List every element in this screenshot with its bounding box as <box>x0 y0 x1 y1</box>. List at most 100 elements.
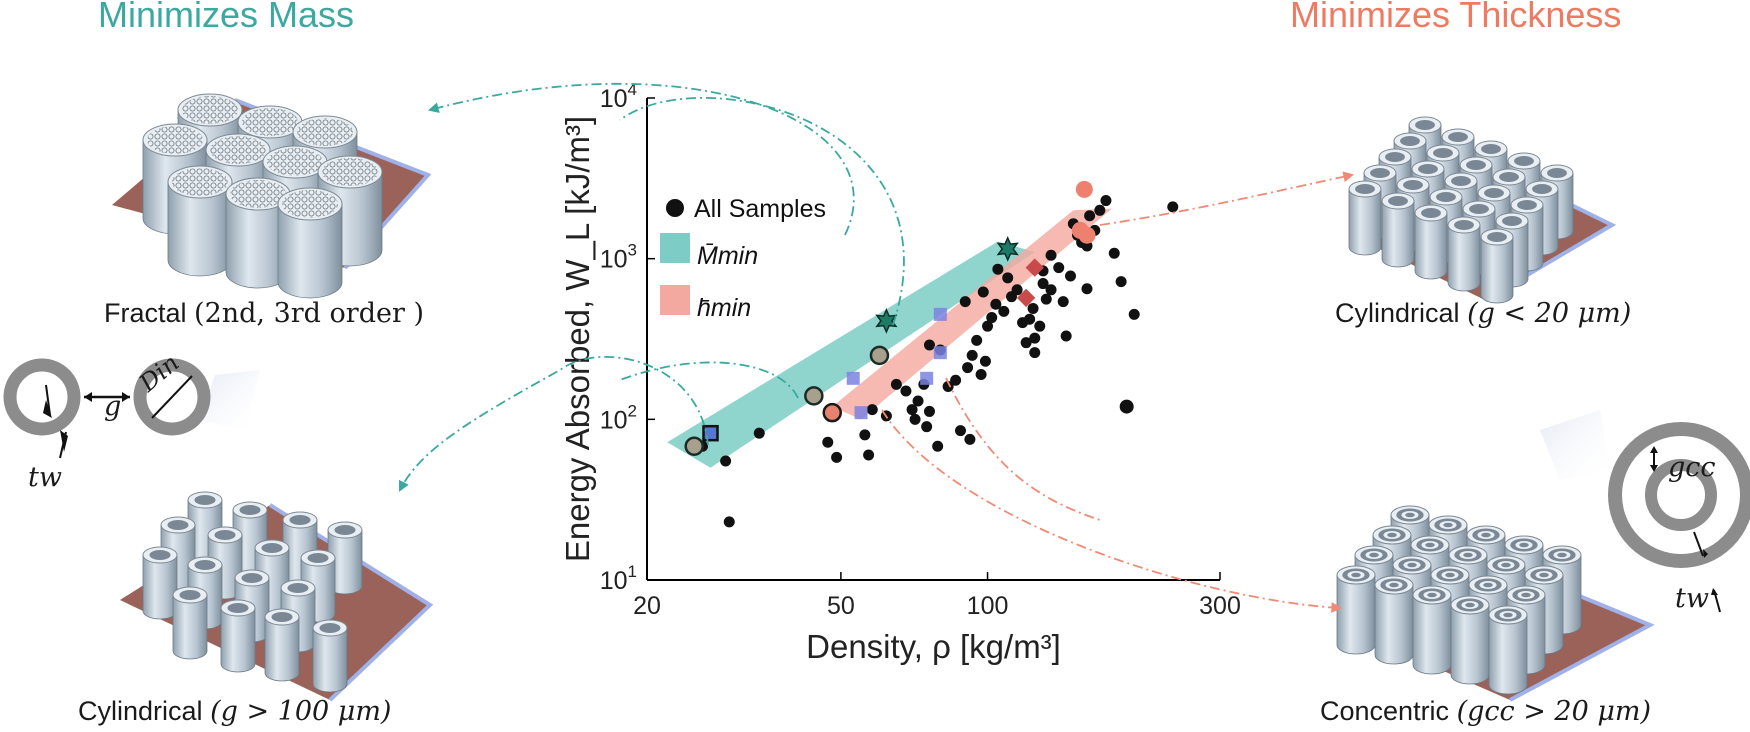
concentric-cylinder <box>1450 604 1490 685</box>
point-thickness-min-square <box>846 371 860 385</box>
inner-hole <box>1387 532 1397 538</box>
inner-hole <box>1369 552 1379 558</box>
dense-hollow-cylinder <box>1414 212 1448 280</box>
cylinder-hole <box>194 495 216 505</box>
point-mass-min-square <box>702 424 719 442</box>
dense-hollow-cylinder <box>1381 200 1415 268</box>
cylindrical-ring-schematic <box>3 358 260 459</box>
cylinder-hole <box>289 515 311 525</box>
point-all-samples <box>962 362 974 374</box>
point-all-samples <box>909 413 921 425</box>
zoom-callout <box>200 370 260 430</box>
inner-hole <box>1465 602 1475 608</box>
cylinder-hole <box>1532 184 1552 194</box>
cylinder-hole <box>1481 144 1501 154</box>
connector-to-concentric <box>881 409 1343 613</box>
cylinder-hole <box>1415 120 1435 130</box>
point-all-samples <box>1060 330 1072 342</box>
point-all-samples <box>912 395 924 407</box>
inner-hole <box>1557 552 1567 558</box>
point-all-samples <box>1037 278 1049 290</box>
point-all-samples <box>1057 296 1069 308</box>
x-axis-label: Density, ρ [kg/m³] <box>806 628 1061 665</box>
inner-hole <box>1483 582 1493 588</box>
point-all-samples <box>1045 284 1057 296</box>
cylinder-hole <box>271 612 293 622</box>
point-all-samples <box>831 451 843 463</box>
cylinder-hole <box>1448 132 1468 142</box>
cylindrical-large-gap-illustration <box>120 491 434 702</box>
caption-concentric-detail: (gcc > 20 μm) <box>1456 696 1652 727</box>
hollow-cylinder <box>172 594 208 660</box>
fractal-cylinder <box>277 203 343 299</box>
connector-fractal-2 <box>619 96 905 326</box>
dense-hollow-cylinder <box>1447 224 1481 292</box>
point-all-samples <box>959 296 971 308</box>
point-all-samples <box>1040 293 1052 305</box>
point-all-samples <box>720 455 732 467</box>
cylinder-hole <box>149 550 171 560</box>
cylinder-hole <box>1403 180 1423 190</box>
concentric-cylinder <box>1488 614 1528 695</box>
heading-minimizes-thickness: Minimizes Thickness <box>1290 0 1622 35</box>
point-all-samples <box>966 349 978 361</box>
label-tw-left: tw <box>28 462 62 493</box>
inner-hole <box>1389 582 1399 588</box>
point-thickness-min-square <box>854 406 868 420</box>
x-tick-label: 300 <box>1199 592 1241 620</box>
inner-hole <box>1501 562 1511 568</box>
point-all-samples <box>1053 262 1065 274</box>
x-tick-label: 20 <box>633 592 661 620</box>
cylinder-hole <box>1400 136 1420 146</box>
cylinder-hole <box>1469 204 1489 214</box>
legend-label-mass-min: M̄min <box>697 242 758 270</box>
cylinder-hole <box>1451 176 1471 186</box>
point-all-samples <box>932 440 944 452</box>
fractal-mesh <box>282 190 338 218</box>
cylinder-hole <box>1433 148 1453 158</box>
point-all-samples <box>1020 337 1032 349</box>
point-all-samples <box>1100 195 1112 207</box>
fractal-mesh <box>322 158 378 186</box>
y-axis-label: Energy Absorbed, W_L [kJ/m³] <box>559 116 596 562</box>
cylinder-hole <box>1436 192 1456 202</box>
concentric-cylinder <box>1336 574 1376 655</box>
cylinder-hole <box>1370 168 1390 178</box>
legend-label-thickness-min: h̄min <box>697 294 751 322</box>
point-all-samples <box>1064 270 1076 282</box>
point-thickness-min-circle <box>1075 180 1093 198</box>
concentric-ring-schematic <box>1540 410 1750 613</box>
point-all-samples <box>866 404 878 416</box>
caption-concentric-label: Concentric <box>1320 696 1450 726</box>
gcc-arrowheads <box>1650 446 1658 472</box>
fractal-mesh <box>182 96 238 124</box>
point-all-samples <box>890 378 902 390</box>
heading-minimizes-mass: Minimizes Mass <box>98 0 355 35</box>
concentric-illustration <box>1336 505 1655 702</box>
y-tick-label: 103 <box>600 241 637 274</box>
point-all-samples <box>942 381 954 393</box>
point-mass-min-circle <box>684 436 704 456</box>
cylinder-hole <box>1547 168 1567 178</box>
cylinder-hole <box>241 573 263 583</box>
point-all-samples <box>1081 283 1093 295</box>
inner-hole <box>1519 542 1529 548</box>
caption-cylindrical-large: Cylindrical (g > 100 μm) <box>78 696 391 727</box>
point-all-samples <box>1029 347 1041 359</box>
y-tick-label: 104 <box>600 80 637 113</box>
point-all-samples <box>723 516 735 528</box>
inner-hole <box>1521 592 1531 598</box>
point-mass-min-circle <box>804 386 824 406</box>
inner-hole <box>1405 512 1415 518</box>
inner-hole <box>1407 562 1417 568</box>
point-all-samples <box>1084 210 1096 222</box>
caption-fractal: Fractal (2nd, 3rd order ) <box>104 298 424 329</box>
fractal-mesh <box>172 168 228 196</box>
zoom-callout-right <box>1540 410 1610 480</box>
scatter-chart: 20 50 100 300 101 102 103 104 Density, ρ [kg/m³]… <box>559 80 1241 665</box>
label-gcc: gcc <box>1668 452 1716 483</box>
point-thickness-min-square <box>920 371 934 385</box>
concentric-cylinder <box>1412 594 1452 675</box>
cylinder-hole <box>214 530 236 540</box>
cylinder-hole <box>1484 188 1504 198</box>
